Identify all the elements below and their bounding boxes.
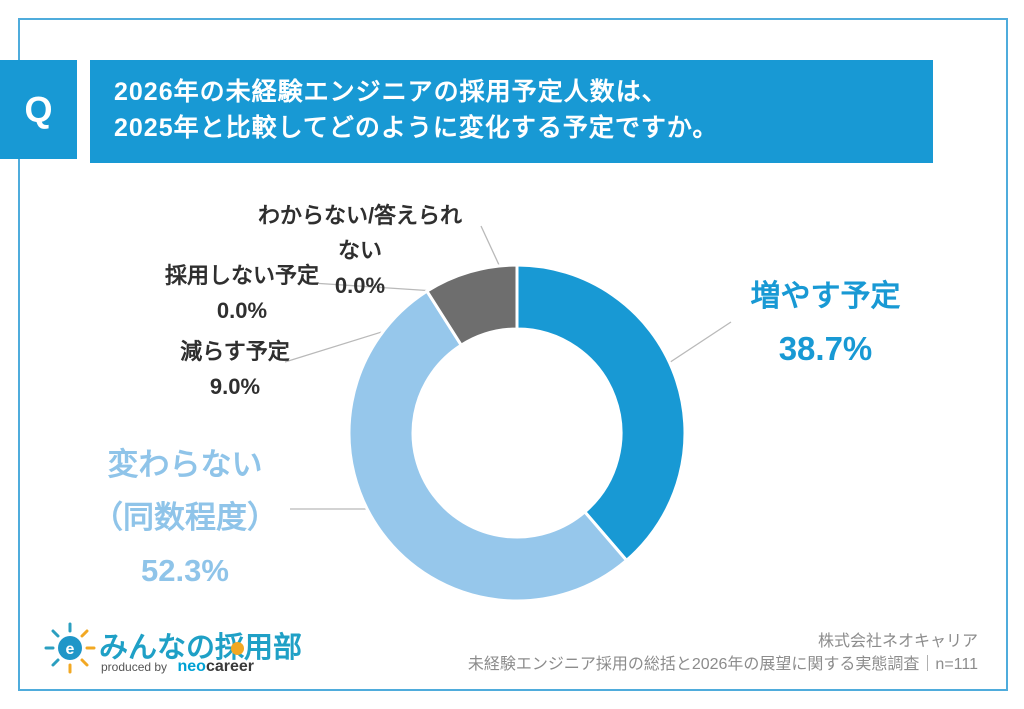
callout-same-label-1: 変わらない <box>107 447 263 482</box>
brand-logo-orange-dot <box>231 642 244 655</box>
produced-by-text: produced by <box>101 660 168 674</box>
question-header: 2026年の未経験エンジニアの採用予定人数は、 2025年と比較してどのように変… <box>90 60 933 163</box>
footer-source: 株式会社ネオキャリア 未経験エンジニア採用の総括と2026年の展望に関する実態調… <box>468 630 978 676</box>
callout-unknown-value: 0.0% <box>334 273 386 298</box>
question-line-2: 2025年と比較してどのように変化する予定ですか。 <box>114 114 719 142</box>
brand-career-text: career <box>205 658 254 675</box>
brand-logo-text: みんなの採用部 <box>99 632 303 664</box>
brand-logo: e みんなの採用部 produced by neocareer <box>44 616 302 678</box>
question-line-1: 2026年の未経験エンジニアの採用予定人数は、 <box>114 78 668 106</box>
callout-increase: 増やす予定 38.7% <box>733 280 918 366</box>
callout-increase-value: 38.7% <box>778 330 873 367</box>
footer-company: 株式会社ネオキャリア <box>817 633 978 650</box>
callout-same-label-2: （同数程度） <box>92 500 278 535</box>
brand-neo-text: neo <box>177 658 206 675</box>
svg-text:e: e <box>66 641 75 658</box>
callout-unknown-label: わからない/答えられない <box>257 203 463 263</box>
question-badge: Q <box>0 60 77 159</box>
produced-by-line: produced by neocareer <box>101 658 254 676</box>
callout-same-value: 52.3% <box>141 553 229 588</box>
callout-decrease: 減らす予定 9.0% <box>145 334 325 404</box>
donut-segment-2 <box>424 263 519 348</box>
question-badge-label: Q <box>24 88 53 130</box>
callout-decrease-value: 9.0% <box>209 374 261 399</box>
page-border <box>18 18 1008 691</box>
callout-decrease-label: 減らす予定 <box>180 339 290 364</box>
callout-same: 変わらない （同数程度） 52.3% <box>75 438 295 597</box>
sun-icon: e <box>44 622 96 674</box>
footer-survey-title: 未経験エンジニア採用の総括と2026年の展望に関する実態調査｜n=111 <box>467 656 978 673</box>
callout-none: 採用しない予定 0.0% <box>152 258 332 328</box>
callout-none-label: 採用しない予定 <box>164 263 319 288</box>
donut-segment-0 <box>515 263 687 563</box>
callout-increase-label: 増やす予定 <box>750 280 901 313</box>
callout-unknown: わからない/答えられない 0.0% <box>250 198 470 303</box>
donut-chart <box>347 263 687 603</box>
callout-none-value: 0.0% <box>216 298 268 323</box>
donut-segment-1 <box>347 289 629 603</box>
